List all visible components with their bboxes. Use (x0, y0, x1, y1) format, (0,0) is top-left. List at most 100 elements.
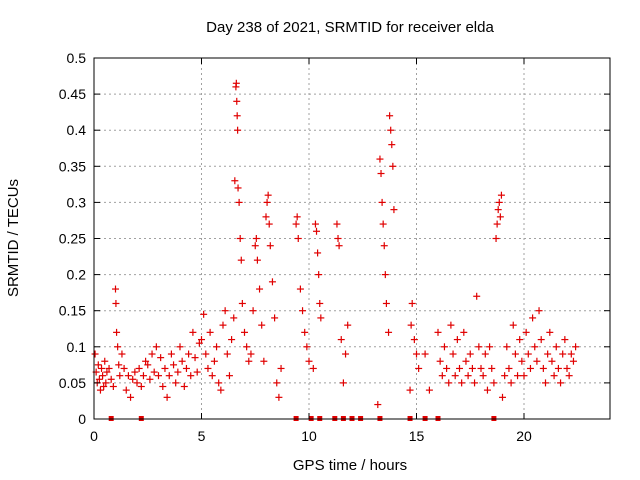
data-point (275, 393, 283, 401)
data-point (103, 368, 111, 376)
data-point (374, 401, 382, 409)
data-point (445, 379, 453, 387)
data-point (264, 191, 272, 199)
data-point (189, 328, 197, 336)
data-point (526, 364, 534, 372)
data-point (137, 383, 145, 391)
data-point (315, 271, 323, 279)
data-point (268, 278, 276, 286)
data-point (235, 198, 243, 206)
y-tick-label: 0.35 (59, 158, 86, 174)
data-point (230, 314, 238, 322)
data-point (314, 249, 322, 257)
data-point (152, 343, 160, 351)
data-point (266, 242, 274, 250)
data-point (185, 350, 193, 358)
data-point (159, 383, 167, 391)
data-point (231, 177, 239, 185)
data-point (113, 328, 121, 336)
data-point (241, 328, 248, 336)
data-point (271, 314, 279, 322)
data-point (237, 256, 245, 264)
data-point (436, 357, 444, 365)
data-point (204, 364, 212, 372)
data-point (265, 220, 273, 228)
data-point (232, 79, 240, 87)
y-tick-label: 0.1 (67, 339, 87, 355)
chart-title: Day 238 of 2021, SRMTID for receiver eld… (206, 19, 494, 36)
data-point (494, 206, 502, 214)
data-point (148, 350, 156, 358)
data-point (178, 357, 186, 365)
y-tick-label: 0.15 (59, 303, 86, 319)
data-point (554, 364, 562, 372)
data-point (120, 364, 128, 372)
data-point (531, 343, 539, 351)
y-tick-label: 0.4 (67, 122, 87, 138)
data-point (198, 336, 205, 344)
data-point (440, 343, 448, 351)
data-point (529, 314, 537, 322)
data-point (421, 350, 429, 358)
data-point (501, 372, 509, 380)
data-point (100, 383, 108, 391)
data-point (507, 379, 515, 387)
data-point (486, 343, 494, 351)
data-point (456, 364, 463, 372)
data-point (381, 271, 389, 279)
data-point (516, 336, 524, 344)
data-point (514, 372, 522, 380)
data-point (193, 368, 201, 376)
data-point (91, 350, 99, 358)
data-point (294, 235, 302, 242)
data-point (462, 357, 470, 365)
data-point (342, 350, 350, 358)
axis-ticks: 0 0.05 0.1 0.15 0.2 0.25 0.3 0.35 0.4 0.45 0.5 0 5 10… (59, 50, 610, 444)
data-point (561, 336, 569, 344)
data-point (344, 321, 352, 329)
data-point (572, 343, 580, 351)
data-point (303, 343, 311, 351)
data-point (176, 343, 184, 351)
data-point (388, 141, 396, 149)
data-point (234, 184, 242, 192)
data-point (167, 350, 175, 358)
data-point (339, 379, 347, 387)
data-point (131, 368, 139, 376)
data-point (389, 162, 397, 170)
data-point (118, 350, 126, 358)
data-point (481, 350, 489, 358)
data-point (101, 357, 109, 365)
data-point (170, 361, 178, 369)
data-point (559, 350, 567, 358)
data-point (142, 357, 150, 365)
data-point (98, 364, 106, 372)
data-point (406, 386, 414, 394)
data-point (225, 372, 233, 380)
data-point (390, 206, 398, 214)
data-point (313, 227, 321, 235)
data-point (316, 299, 324, 307)
data-point (477, 364, 485, 372)
data-point (410, 336, 418, 344)
data-point (522, 328, 530, 336)
data-point (258, 321, 266, 329)
data-point (563, 364, 571, 372)
data-point (187, 372, 195, 380)
data-point (182, 364, 190, 372)
data-point (233, 97, 241, 105)
data-point (546, 328, 554, 336)
data-point (247, 350, 255, 358)
x-tick-label: 20 (516, 428, 532, 444)
data-point (449, 350, 457, 358)
data-point (251, 242, 259, 250)
x-tick-label: 5 (198, 428, 206, 444)
data-point (387, 126, 395, 134)
data-point (208, 372, 216, 380)
data-point (386, 112, 394, 120)
data-point (202, 350, 210, 358)
data-point (548, 357, 556, 365)
x-axis-label: GPS time / hours (293, 457, 407, 474)
data-point (112, 299, 120, 307)
